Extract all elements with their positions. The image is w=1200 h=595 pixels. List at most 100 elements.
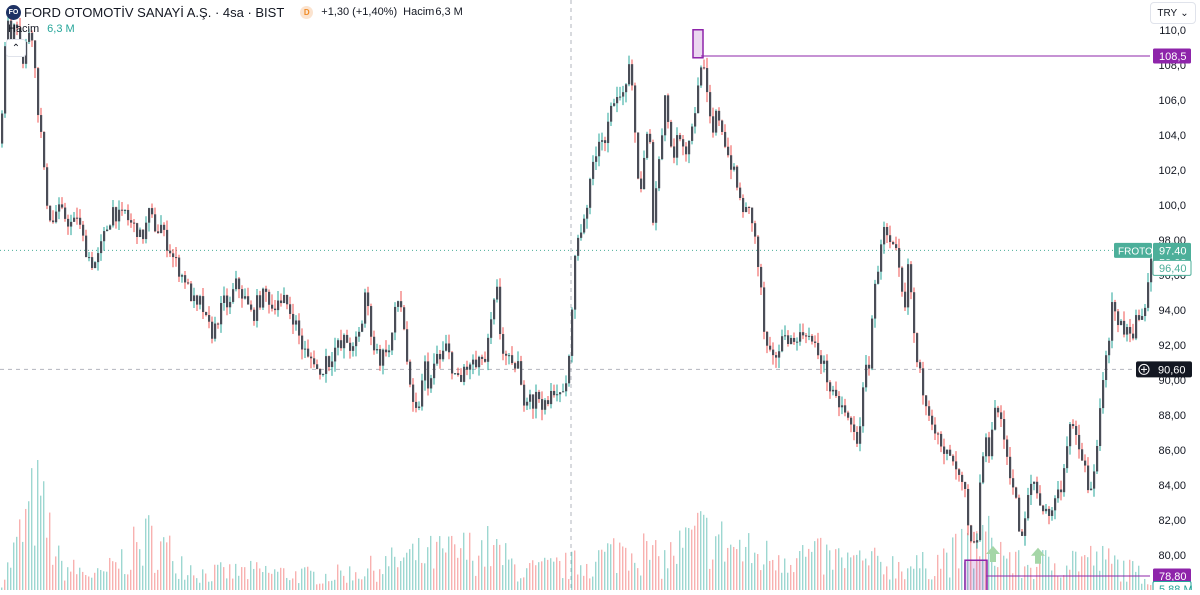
candle-body xyxy=(415,401,418,408)
volume-bar xyxy=(1099,570,1101,590)
volume-legend[interactable]: Hacim 6,3 M xyxy=(8,23,75,35)
volume-bar xyxy=(1093,565,1095,590)
volume-bar xyxy=(316,584,318,590)
chevron-up-icon: ⌃ xyxy=(11,42,21,54)
volume-bar xyxy=(280,567,282,590)
candle-body xyxy=(931,415,934,425)
candle-body xyxy=(196,295,199,305)
candle-body xyxy=(1144,307,1147,317)
candle-body xyxy=(1141,316,1144,320)
volume-bar xyxy=(1144,578,1146,590)
volume-bar xyxy=(889,579,891,590)
volume-bar xyxy=(88,576,90,590)
candle-body xyxy=(694,113,697,127)
volume-bar xyxy=(877,555,879,590)
volume-bar xyxy=(784,558,786,590)
volume-bar xyxy=(340,570,342,590)
volume-bar xyxy=(934,576,936,590)
volume-bar xyxy=(763,564,765,590)
candle-body xyxy=(274,308,277,311)
volume-bar xyxy=(277,571,279,590)
volume-bar xyxy=(745,546,747,590)
candle-body xyxy=(331,361,334,368)
volume-bar xyxy=(328,581,330,590)
candle-body xyxy=(397,301,400,307)
candle-body xyxy=(916,333,919,363)
volume-bar xyxy=(658,556,660,590)
volume-bar xyxy=(820,537,822,590)
volume-bar xyxy=(493,545,495,590)
volume-bar xyxy=(961,528,963,590)
volume-bar xyxy=(580,565,582,590)
candle-body xyxy=(562,391,565,393)
volume-bar xyxy=(832,569,834,590)
volume-bar xyxy=(73,559,75,590)
candle-body xyxy=(112,207,115,226)
candle-body xyxy=(55,211,58,223)
volume-bar xyxy=(799,551,801,590)
volume-bar xyxy=(475,575,477,590)
volume-bar xyxy=(1009,552,1011,590)
volume-bar xyxy=(841,557,843,590)
currency-selector[interactable]: TRY ⌄ xyxy=(1150,2,1196,24)
candle-body xyxy=(217,323,220,325)
candle-body xyxy=(448,343,451,353)
candle-body xyxy=(409,361,412,385)
volume-bar xyxy=(1090,545,1092,590)
candle-body xyxy=(949,449,952,456)
y-axis-tick-label: 100,0 xyxy=(1158,200,1186,212)
candle-body xyxy=(895,244,898,249)
volume-bar xyxy=(19,519,21,590)
candle-body xyxy=(490,319,493,338)
volume-bar xyxy=(1033,579,1035,590)
candle-body xyxy=(10,20,13,40)
prev-close-label-text: 96,40 xyxy=(1159,263,1187,275)
candle-body xyxy=(1147,282,1150,308)
candle-body xyxy=(367,292,370,307)
volume-bar xyxy=(1015,551,1017,590)
candle-body xyxy=(232,289,235,302)
volume-bar xyxy=(106,571,108,590)
candle-body xyxy=(664,95,667,136)
volume-bar xyxy=(940,568,942,590)
candle-body xyxy=(1078,434,1081,450)
candle-body xyxy=(847,412,850,418)
volume-bar xyxy=(529,563,531,590)
candle-body xyxy=(16,24,19,29)
candle-body xyxy=(1045,508,1048,512)
candle-body xyxy=(637,132,640,179)
candle-body xyxy=(913,292,916,334)
volume-bar xyxy=(604,551,606,590)
volume-bar xyxy=(391,547,393,590)
candle-body xyxy=(295,320,298,325)
candle-body xyxy=(547,400,550,405)
volume-bar xyxy=(322,583,324,590)
volume-bar xyxy=(307,566,309,590)
candle-body xyxy=(889,235,892,243)
candle-body xyxy=(1012,478,1015,488)
candle-body xyxy=(127,209,130,221)
volume-bar xyxy=(1066,565,1068,590)
volume-bar xyxy=(1126,581,1128,590)
volume-bar xyxy=(478,555,480,590)
volume-bar xyxy=(946,552,948,590)
candle-body xyxy=(799,332,802,342)
volume-bar xyxy=(952,537,954,590)
collapse-legend-button[interactable]: ⌃ xyxy=(6,39,26,57)
volume-bar xyxy=(928,579,930,590)
symbol-title[interactable]: FORD OTOMOTİV SANAYİ A.Ş. · 4sa · BIST xyxy=(24,4,285,20)
volume-bar xyxy=(613,538,615,590)
candle-body xyxy=(235,278,238,290)
volume-bar xyxy=(40,495,42,590)
volume-bar xyxy=(640,575,642,590)
volume-bar xyxy=(235,563,237,590)
d-badge[interactable]: D xyxy=(300,5,314,19)
candle-body xyxy=(988,437,991,457)
candle-body xyxy=(703,67,706,69)
volume-bar xyxy=(655,540,657,590)
volume-bar xyxy=(1045,550,1047,590)
volume-bar xyxy=(226,578,228,590)
candle-body xyxy=(25,41,28,64)
